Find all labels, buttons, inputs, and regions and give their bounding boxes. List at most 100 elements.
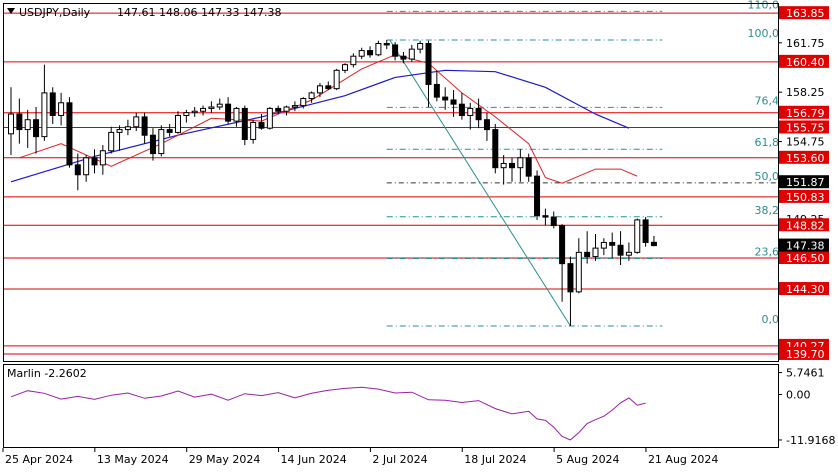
candle-body <box>642 219 649 243</box>
candle-body <box>124 126 131 131</box>
level-price-label: 150.83 <box>786 191 825 204</box>
candle-body <box>609 241 616 246</box>
candle-body <box>275 107 282 112</box>
candle-body <box>175 114 181 133</box>
fib-level-label: 100,0 <box>748 27 780 40</box>
fib-level-label: 110,0 <box>748 0 780 11</box>
time-tick-label: 25 Apr 2024 <box>5 453 73 466</box>
black-price-tag <box>779 175 829 189</box>
candle-body <box>225 103 232 122</box>
candle-body <box>442 96 449 101</box>
level-price-label: 160.40 <box>786 56 825 69</box>
osc-tick-label: -11.9168 <box>786 434 835 447</box>
candle-body <box>492 129 499 169</box>
indicator-label: Marlin -2.2602 <box>7 367 87 380</box>
fib-level-label: 23,6 <box>755 246 780 259</box>
candle-body <box>250 122 257 140</box>
candle-body <box>99 150 106 166</box>
candle-body <box>200 107 207 112</box>
price-tick-label: 154.75 <box>786 136 825 149</box>
candle-body <box>617 244 624 256</box>
candle-body <box>392 44 399 57</box>
current-price-label: 147.38 <box>786 240 825 253</box>
time-tick-label: 14 Jun 2024 <box>281 453 347 466</box>
time-tick-label: 2 Jul 2024 <box>372 453 427 466</box>
time-tick-label: 29 May 2024 <box>189 453 261 466</box>
candle-body <box>650 241 657 247</box>
time-axis: 25 Apr 2024 13 May 2024 29 May 2024 14 Jun … <box>2 448 718 466</box>
osc-tick-label: 0.00 <box>786 388 811 401</box>
candle-body <box>367 50 374 56</box>
candle-body <box>342 64 348 71</box>
candle-body <box>500 162 507 169</box>
candle-body <box>534 175 541 217</box>
candle-body <box>509 162 515 169</box>
candle-body <box>417 43 424 50</box>
candle-body <box>233 107 240 122</box>
candle-body <box>559 225 566 265</box>
level-price-label: 146.50 <box>786 252 825 265</box>
level-price-label: 156.79 <box>786 107 825 120</box>
candle-body <box>116 129 123 133</box>
level-price-tag <box>779 189 829 203</box>
candle-body <box>634 219 641 253</box>
level-price-label: 139.70 <box>786 348 825 361</box>
candle-body <box>149 134 156 155</box>
candle-body <box>291 105 298 108</box>
candle-body <box>133 116 140 128</box>
collapse-triangle-icon[interactable] <box>7 8 15 14</box>
candle-body <box>525 157 532 177</box>
fib-level-label: 61,8 <box>755 136 780 149</box>
candle-body <box>458 103 465 116</box>
level-price-tag <box>779 346 829 360</box>
candle-body <box>625 251 632 256</box>
osc-tick-label: 5.7461 <box>786 367 825 380</box>
level-price-label: 163.85 <box>786 7 825 20</box>
candle-body <box>66 102 73 166</box>
candle-body <box>283 106 290 112</box>
level-price-tag <box>779 105 829 119</box>
fib-level-label: 76,4 <box>755 94 780 107</box>
candle-body <box>41 92 48 138</box>
candle-body <box>74 164 81 176</box>
fib-level-label: 38,2 <box>755 204 780 217</box>
oscillator-pane-frame <box>3 364 779 448</box>
candles <box>8 39 657 327</box>
level-price-label: 153.60 <box>786 152 825 165</box>
candle-body <box>450 99 457 105</box>
candle-body <box>325 85 332 90</box>
candle-body <box>49 92 56 116</box>
candle-body <box>425 43 432 85</box>
fibonacci-retracement: 110,0 100,0 76,4 61,8 50,0 38,2 23,6 0,0 <box>386 0 780 327</box>
main-pane-frame <box>3 3 779 362</box>
time-tick-label: 18 Jul 2024 <box>464 453 526 466</box>
candle-body <box>266 107 273 129</box>
candle-body <box>83 157 90 176</box>
candle-body <box>183 112 190 116</box>
candle-body <box>408 48 415 60</box>
level-price-label: 148.82 <box>786 219 825 232</box>
candle-body <box>8 113 14 135</box>
candle-body <box>300 98 307 107</box>
fib-trendline <box>389 39 571 327</box>
candle-body <box>467 107 474 116</box>
candle-body <box>58 102 65 116</box>
candle-body <box>400 55 407 60</box>
current-price-tag <box>779 238 829 252</box>
candle-body <box>308 92 315 100</box>
candle-body <box>433 83 440 98</box>
candle-body <box>316 85 323 94</box>
black-price-label: 151.87 <box>786 176 825 189</box>
candle-body <box>567 263 574 293</box>
candle-body <box>575 251 582 293</box>
time-tick-label: 13 May 2024 <box>97 453 169 466</box>
candle-body <box>550 216 557 227</box>
candle-body <box>258 122 265 129</box>
candle-body <box>24 119 31 131</box>
level-price-label: 144.30 <box>786 283 825 296</box>
candle-body <box>158 129 165 155</box>
candle-body <box>91 157 98 166</box>
